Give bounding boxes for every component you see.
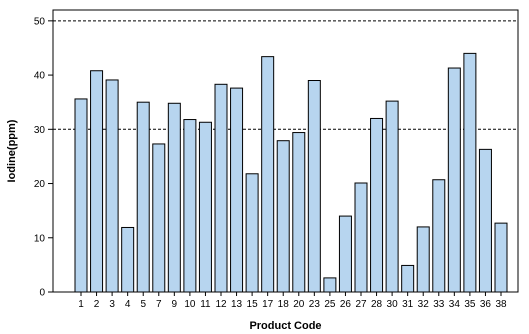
bar (463, 52, 477, 293)
bar (447, 67, 461, 293)
bar (90, 70, 104, 293)
x-tick-label: 31 (402, 299, 414, 310)
plot-frame (52, 9, 519, 293)
bar (416, 226, 430, 293)
y-axis-ticks: 0 10 20 30 40 50 (34, 16, 53, 299)
x-tick-label: 7 (156, 299, 162, 310)
bar (494, 222, 508, 293)
y-tick-label: 50 (34, 16, 46, 27)
x-tick-label: 30 (387, 299, 399, 310)
x-tick-label: 28 (371, 299, 383, 310)
x-tick-label: 23 (309, 299, 321, 310)
x-tick-label: 5 (140, 299, 146, 310)
x-axis-ticks: 1 2 3 4 5 7 9 10 11 12 13 15 17 18 20 23 25 26 27 28 30 31 32 3… (78, 292, 507, 310)
bar (198, 121, 212, 293)
bar (401, 264, 415, 293)
bar (307, 80, 321, 293)
x-tick-label: 11 (200, 299, 211, 310)
bar (338, 215, 352, 293)
bar (74, 98, 88, 293)
bar (152, 143, 166, 293)
x-tick-label: 34 (449, 299, 461, 310)
bar (261, 56, 275, 293)
y-axis-title: Iodine(ppm) (6, 119, 18, 182)
x-tick-label: 9 (172, 299, 178, 310)
reference-lines (53, 20, 518, 130)
x-tick-label: 4 (125, 299, 131, 310)
x-tick-label: 20 (293, 299, 305, 310)
bar (230, 87, 244, 293)
bar (354, 182, 368, 293)
bar (292, 132, 306, 293)
x-tick-label: 25 (324, 299, 336, 310)
x-tick-label: 15 (247, 299, 259, 310)
x-tick-label: 10 (184, 299, 196, 310)
bar (432, 179, 446, 293)
x-tick-label: 36 (480, 299, 492, 310)
y-tick-label: 0 (39, 288, 45, 299)
x-tick-label: 33 (433, 299, 445, 310)
x-tick-label: 12 (215, 299, 227, 310)
x-tick-label: 35 (464, 299, 476, 310)
x-tick-label: 2 (94, 299, 100, 310)
bar (370, 117, 384, 293)
x-tick-label: 18 (278, 299, 290, 310)
bar (478, 148, 492, 293)
bar (105, 79, 119, 293)
bar (136, 101, 150, 293)
bar (121, 226, 135, 293)
x-tick-label: 17 (262, 299, 274, 310)
x-tick-label: 26 (340, 299, 352, 310)
bar (214, 83, 228, 293)
x-tick-label: 1 (78, 299, 84, 310)
y-tick-label: 10 (34, 233, 46, 244)
x-tick-label: 27 (355, 299, 367, 310)
bar (385, 100, 399, 293)
x-tick-label: 32 (418, 299, 430, 310)
x-tick-label: 38 (495, 299, 507, 310)
x-tick-label: 3 (109, 299, 115, 310)
y-tick-label: 20 (34, 179, 46, 190)
y-tick-label: 40 (34, 71, 46, 82)
bars (74, 52, 508, 293)
bar (167, 102, 181, 293)
bar (183, 119, 197, 293)
x-tick-label: 13 (231, 299, 243, 310)
y-tick-label: 30 (34, 125, 46, 136)
x-axis-title: Product Code (249, 320, 321, 332)
bar (323, 277, 337, 293)
bar (245, 173, 259, 293)
bar (276, 140, 290, 293)
